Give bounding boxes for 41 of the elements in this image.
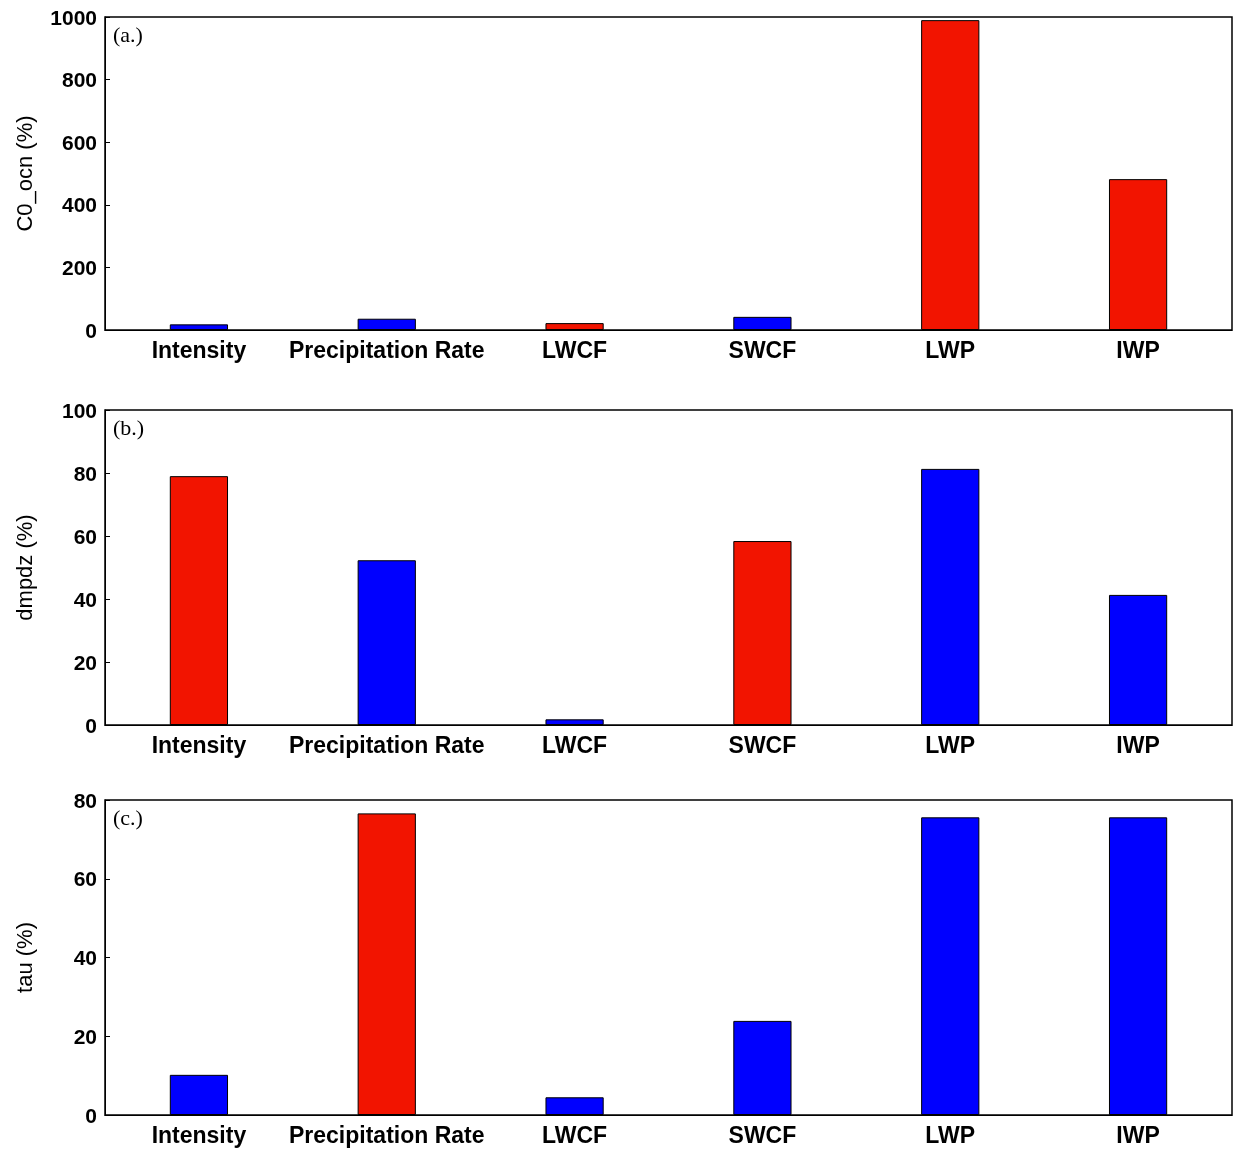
x-tick-label: Precipitation Rate: [288, 336, 485, 363]
x-tick-label: LWCF: [542, 731, 608, 758]
x-tick-label: IWP: [1116, 1121, 1160, 1148]
y-tick-label: 20: [73, 650, 97, 674]
x-tick-label: Intensity: [151, 1121, 247, 1148]
x-tick-label: LWP: [925, 731, 976, 758]
x-tick-label: SWCF: [728, 1121, 797, 1148]
y-axis-title: tau (%): [11, 922, 37, 993]
x-tick-label: LWCF: [542, 336, 608, 363]
y-tick-label: 800: [61, 68, 97, 92]
annotation: (a.): [113, 21, 143, 47]
x-tick-label: Precipitation Rate: [288, 1121, 485, 1148]
x-tick-label: Intensity: [151, 731, 247, 758]
x-tick-label: IWP: [1116, 731, 1160, 758]
y-tick-label: 200: [61, 255, 97, 279]
annotation: (c.): [113, 804, 143, 830]
y-tick-label: 0: [85, 1103, 97, 1127]
x-tick-label: SWCF: [728, 731, 797, 758]
y-tick-label: 40: [73, 946, 97, 969]
y-tick-label: 80: [73, 788, 97, 812]
y-tick-label: 0: [85, 713, 97, 737]
y-tick-label: 60: [73, 524, 97, 548]
y-tick-label: 80: [73, 461, 97, 485]
x-tick-label: LWP: [925, 336, 976, 363]
y-tick-label: 0: [85, 318, 97, 342]
x-tick-label: LWP: [925, 1121, 976, 1148]
x-tick-label: Precipitation Rate: [288, 731, 485, 758]
y-tick-label: 100: [61, 398, 97, 422]
y-axis-title: C0_ocn (%): [11, 115, 37, 232]
y-tick-label: 60: [73, 867, 97, 891]
y-axis-title: dmpdz (%): [11, 514, 37, 621]
y-tick-label: 40: [73, 587, 97, 611]
y-tick-label: 400: [61, 193, 97, 217]
x-tick-label: LWCF: [542, 1121, 608, 1148]
annotation: (b.): [113, 414, 145, 440]
y-tick-label: 1000: [50, 5, 97, 29]
y-tick-label: 600: [61, 130, 97, 154]
x-tick-label: IWP: [1116, 336, 1160, 363]
x-tick-label: Intensity: [151, 336, 247, 363]
x-tick-label: SWCF: [728, 336, 797, 363]
y-tick-label: 20: [73, 1024, 97, 1048]
